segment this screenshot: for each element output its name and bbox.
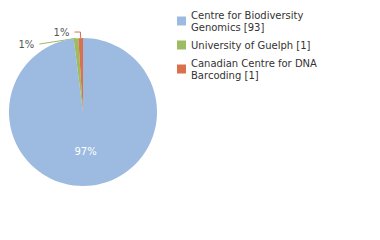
svg-text:Canadian Centre for DNA: Canadian Centre for DNA (191, 58, 320, 69)
svg-text:Barcoding [1]: Barcoding [1] (191, 70, 259, 81)
svg-text:University of Guelph [1]: University of Guelph [1] (191, 40, 311, 51)
svg-text:97%: 97% (74, 146, 96, 157)
svg-text:1%: 1% (18, 39, 34, 50)
svg-text:Genomics [93]: Genomics [93] (191, 22, 264, 33)
svg-text:1%: 1% (54, 27, 70, 38)
svg-text:Centre for Biodiversity: Centre for Biodiversity (191, 10, 307, 21)
